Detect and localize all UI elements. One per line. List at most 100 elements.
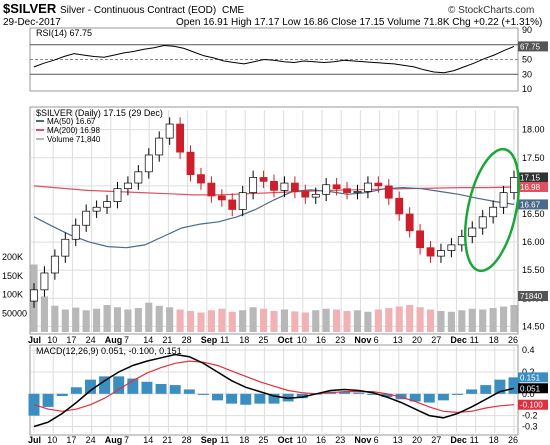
volume-bar: [385, 308, 393, 332]
macd-histogram-bar: [212, 393, 224, 401]
macd-histogram-bar: [141, 381, 153, 394]
x-tick-label: Dec: [450, 435, 467, 445]
macd-histogram-bar: [466, 389, 478, 394]
macd-histogram-bar: [409, 393, 421, 402]
x-tick-label: 13: [393, 335, 403, 345]
candle-body: [343, 188, 351, 193]
volume-bar: [353, 310, 362, 332]
price-value-badge: [518, 181, 548, 192]
x-tick-label: 25: [258, 435, 268, 445]
macd-histogram-bar: [268, 393, 280, 404]
candle-body: [217, 195, 226, 201]
date-label: 29-Dec-2017: [3, 17, 61, 28]
candle-body: [499, 192, 508, 208]
rsi-tick-label: 50: [522, 55, 532, 65]
x-tick-label: Nov: [354, 435, 371, 445]
candle-body: [322, 184, 331, 195]
volume-bar: [176, 309, 184, 332]
volume-bar: [458, 310, 466, 332]
volume-bar: [40, 296, 49, 332]
candle-body: [426, 247, 435, 257]
macd-histogram-bar: [508, 377, 520, 394]
volume-bar: [228, 311, 236, 332]
price-value-label: 16.98: [520, 183, 541, 192]
macd-tick-label: 0.2: [522, 367, 535, 377]
macd-histogram-bar: [155, 384, 167, 394]
volume-bar: [374, 309, 382, 332]
legend-entry: MA(200) 16.98: [47, 126, 100, 135]
x-tick-label: 14: [143, 435, 153, 445]
price-value-badge: [518, 172, 548, 183]
candle-body: [238, 192, 247, 210]
x-tick-label: 17: [66, 335, 76, 345]
volume-bar: [416, 307, 424, 332]
price-tick-label: 14.50: [522, 321, 545, 331]
macd-histogram-bar: [226, 393, 238, 404]
x-tick-label: 14: [143, 335, 153, 345]
candle-body: [447, 244, 456, 251]
x-tick-label: Dec: [450, 335, 467, 345]
price-tick-label: 16.50: [522, 209, 545, 219]
volume-bar: [437, 311, 445, 332]
volume-bar: [72, 307, 80, 332]
rsi-label: RSI(14) 67.75: [36, 28, 92, 38]
candle-body: [50, 255, 59, 274]
volume-bar: [186, 311, 195, 332]
volume-bar: [239, 310, 247, 332]
x-tick-label: 10: [47, 335, 57, 345]
volume-bar: [61, 309, 69, 332]
volume-bar: [134, 308, 142, 332]
x-tick-label: Sep: [201, 335, 218, 345]
volume-bar: [103, 305, 111, 332]
macd-histogram-bar: [56, 393, 68, 396]
macd-histogram-bar: [339, 391, 351, 394]
macd-histogram-bar: [127, 378, 139, 394]
x-tick-label: 20: [412, 335, 422, 345]
candle-body: [280, 182, 289, 191]
volume-tick-label: 100K: [2, 290, 23, 300]
x-tick-label: 6: [374, 435, 379, 445]
rsi-tick-label: 10: [522, 84, 532, 94]
volume-bar: [218, 308, 226, 332]
candle-body: [510, 177, 518, 193]
highlight-ellipse: [463, 147, 521, 273]
volume-bar: [270, 311, 278, 332]
macd-histogram-bar: [84, 379, 96, 394]
candle-body: [437, 250, 445, 257]
x-tick-label: 17: [66, 435, 76, 445]
x-tick-label: Jul: [28, 335, 41, 345]
x-tick-label: 21: [162, 435, 172, 445]
x-tick-label: Oct: [278, 335, 293, 345]
volume-bar: [395, 306, 403, 332]
volume-value-label: 71840: [520, 292, 543, 301]
macd-value-label: -0.100: [520, 401, 543, 410]
macd-histogram-bar: [169, 385, 181, 394]
candle-body: [228, 199, 237, 210]
candle-body: [384, 185, 393, 199]
candle-body: [311, 193, 320, 198]
candle-body: [82, 210, 91, 226]
x-tick-label: 23: [335, 335, 345, 345]
candle-body: [478, 216, 487, 229]
x-tick-label: Sep: [201, 435, 218, 445]
macd-series: [28, 353, 520, 428]
x-tick-label: 18: [489, 435, 499, 445]
candle-body: [363, 182, 372, 192]
x-tick-label: 10: [297, 435, 307, 445]
candle-body: [270, 181, 278, 191]
x-tick-label: 23: [335, 435, 345, 445]
price-value-badge: [518, 199, 548, 210]
macd-value-badge: [518, 399, 548, 410]
volume-bar: [166, 307, 174, 332]
volume-bar: [207, 310, 215, 332]
volume-bar: [249, 307, 257, 332]
macd-histogram-bar: [437, 393, 449, 401]
x-tick-label: 28: [182, 435, 192, 445]
macd-tick-label: 0.0: [522, 389, 535, 399]
candle-body: [92, 206, 101, 212]
macd-histogram-bar: [296, 393, 308, 399]
x-tick-label: 11: [470, 335, 479, 345]
price-panel: [29, 106, 519, 335]
candle-body: [249, 177, 258, 193]
